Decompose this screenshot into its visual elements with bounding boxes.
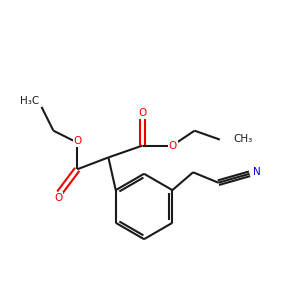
Text: O: O	[55, 193, 63, 202]
Text: CH₃: CH₃	[233, 134, 253, 144]
Text: O: O	[169, 140, 177, 151]
Text: H₃C: H₃C	[20, 96, 39, 106]
Text: O: O	[138, 108, 147, 118]
Text: O: O	[73, 136, 81, 146]
Text: N: N	[253, 167, 261, 177]
